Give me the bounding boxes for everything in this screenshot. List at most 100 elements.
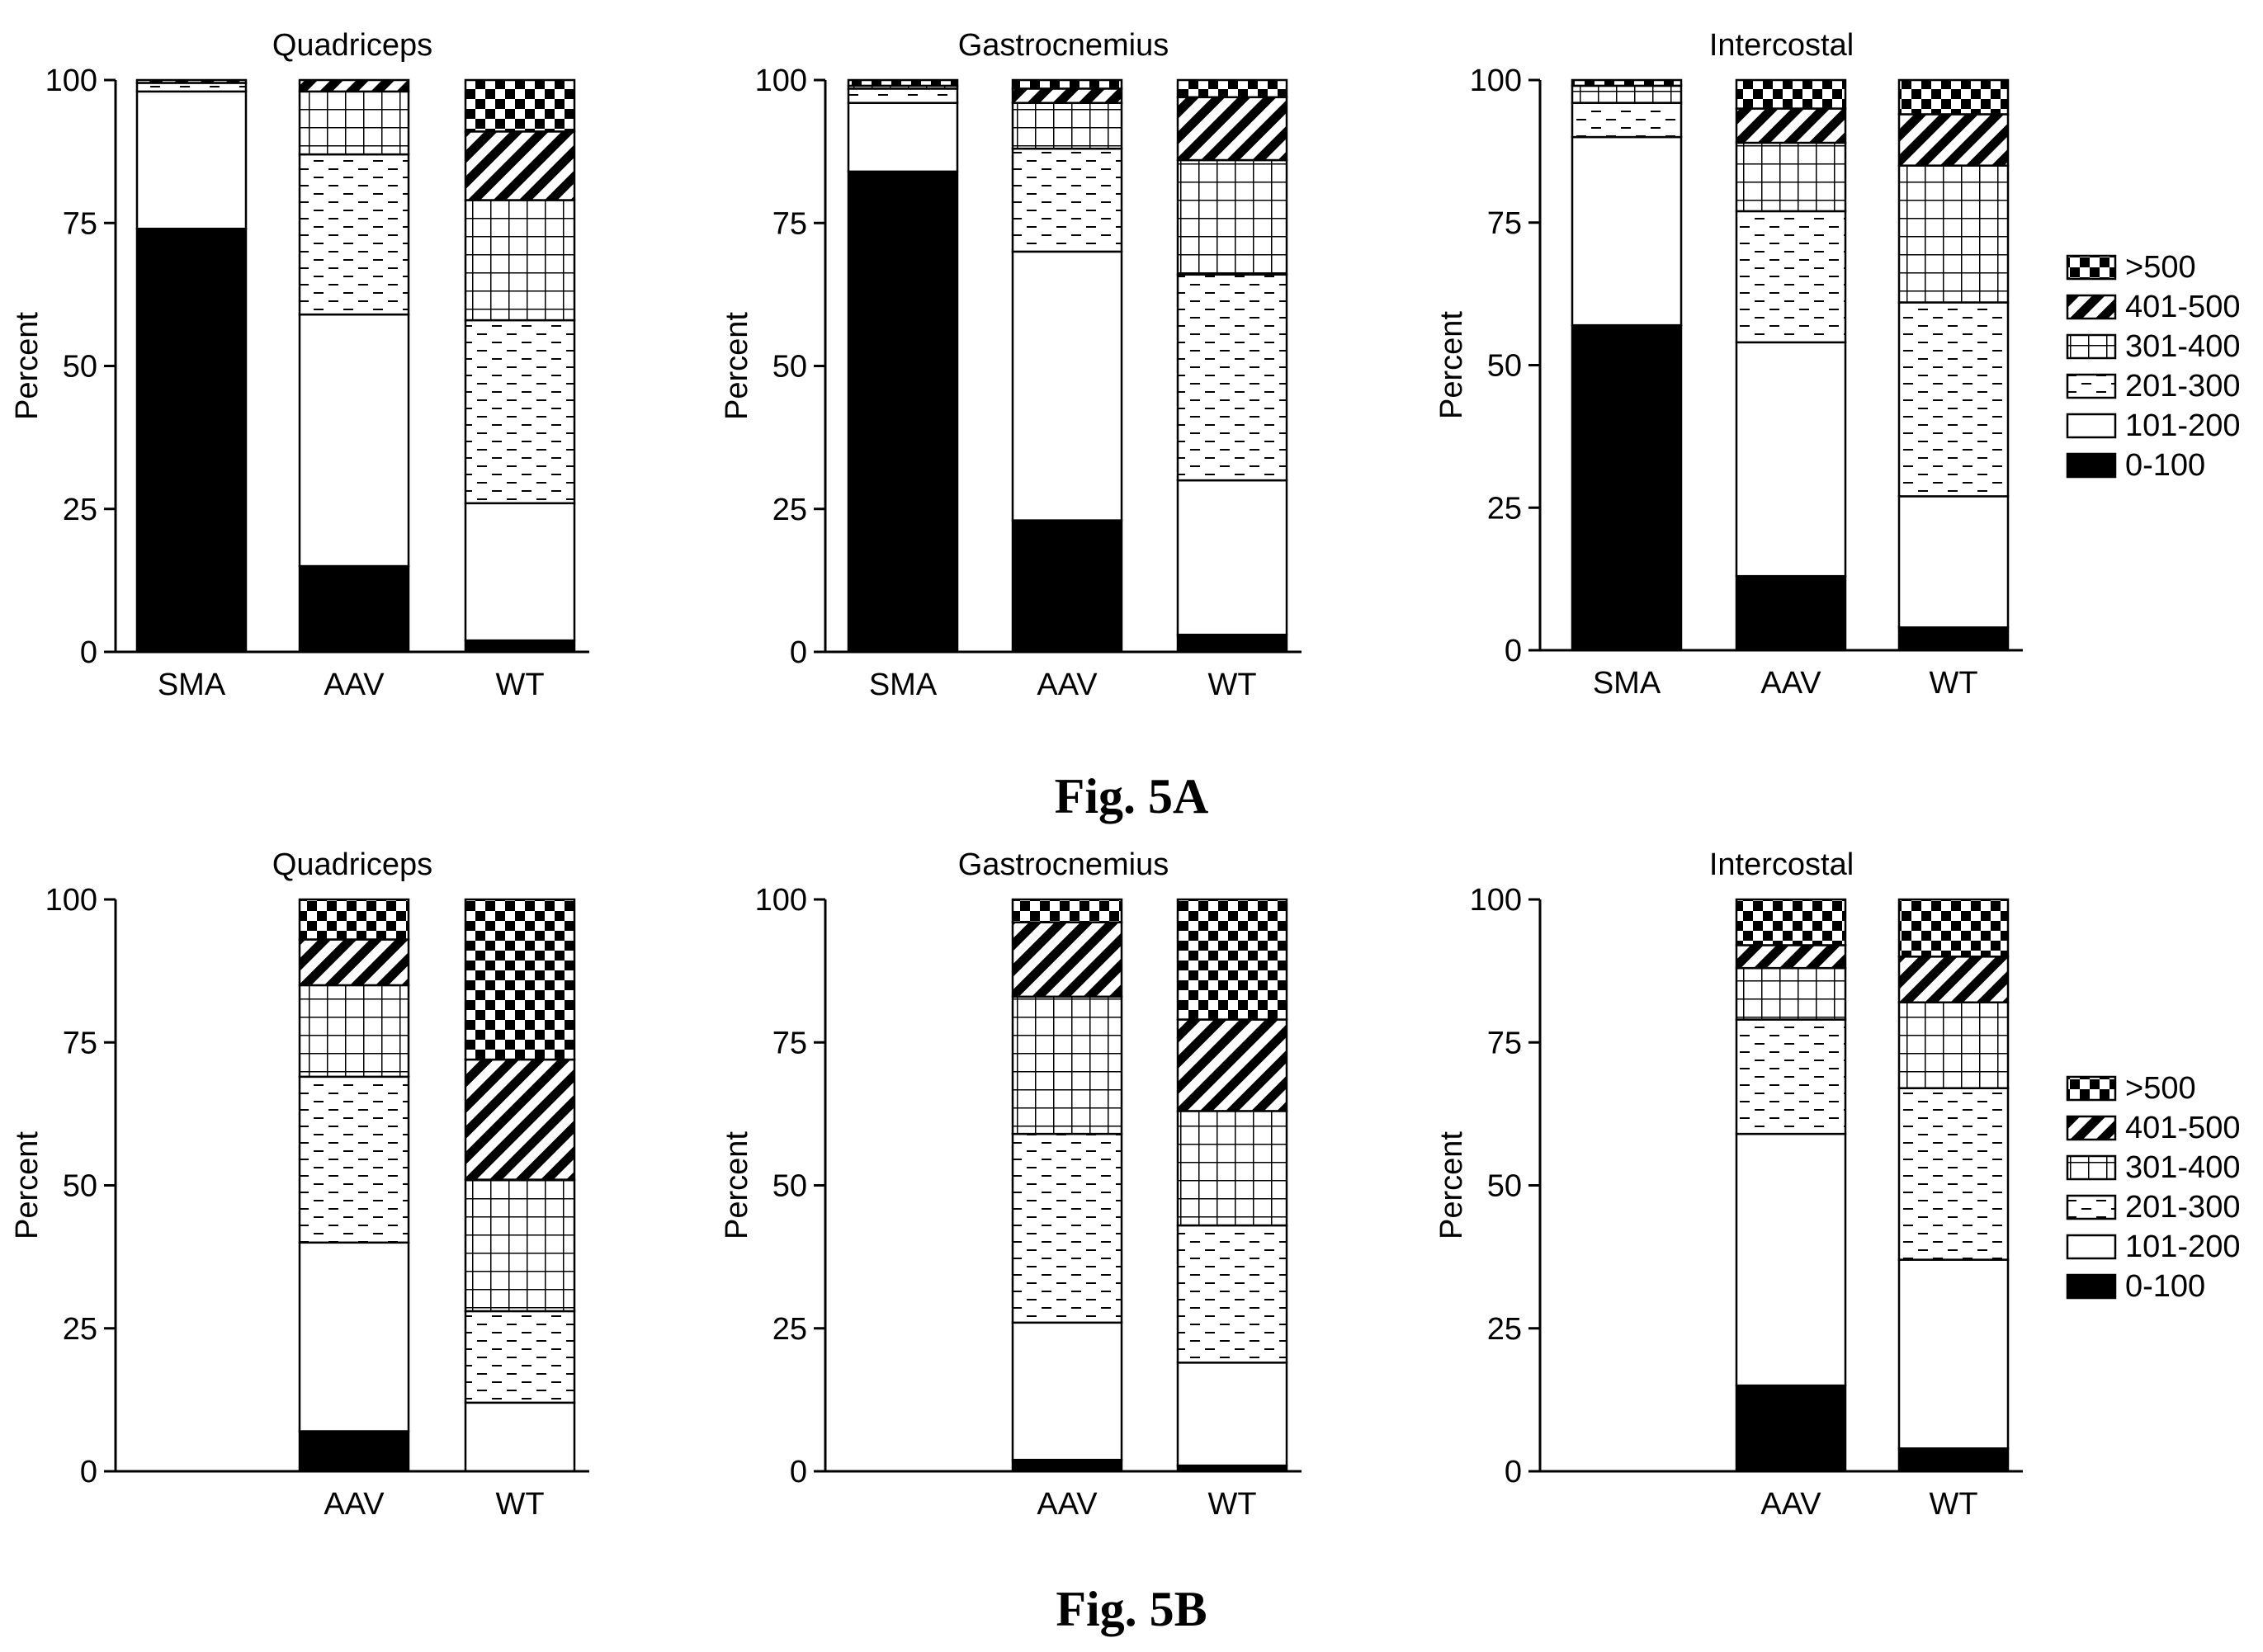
x-tick-label: AAV bbox=[324, 1487, 385, 1522]
y-tick-label: 25 bbox=[63, 1312, 97, 1347]
y-tick-label: 100 bbox=[755, 883, 807, 918]
y-tick-label: 50 bbox=[772, 350, 807, 385]
bar-segment bbox=[1011, 147, 1123, 253]
bar-segment bbox=[1897, 1087, 2010, 1261]
bar-segment bbox=[1176, 633, 1288, 654]
bar-segment bbox=[1735, 1132, 1847, 1387]
chart-panel: Gastrocnemius Percent SMA AAV WT 0 25 50 75 100 bbox=[720, 28, 1302, 702]
bar-segment bbox=[464, 319, 576, 505]
bar-segment bbox=[298, 1430, 410, 1473]
bar-segment bbox=[1176, 1224, 1288, 1364]
panel-title: Intercostal bbox=[1709, 28, 1854, 63]
bar-segment bbox=[1176, 1362, 1288, 1467]
bar-segment bbox=[464, 1310, 576, 1404]
y-tick-label: 100 bbox=[1470, 64, 1522, 98]
bar-segment bbox=[1897, 1258, 2010, 1450]
bar-segment bbox=[1735, 898, 1847, 946]
panel-title: Quadriceps bbox=[272, 847, 432, 882]
legend-swatch bbox=[2066, 452, 2117, 479]
bar-segment bbox=[1011, 101, 1123, 150]
y-tick-label: 25 bbox=[63, 493, 97, 527]
y-tick-label: 75 bbox=[63, 206, 97, 241]
y-tick-label: 100 bbox=[755, 64, 807, 98]
legend-swatch bbox=[2066, 294, 2117, 320]
x-tick-label: AAV bbox=[1037, 668, 1098, 702]
x-tick-label: WT bbox=[1929, 1487, 1977, 1522]
bar-segment bbox=[1735, 966, 1847, 1021]
x-tick-label: WT bbox=[495, 668, 544, 702]
bar-segment bbox=[1011, 1132, 1123, 1324]
y-tick-label: 100 bbox=[45, 64, 97, 98]
bar-segment bbox=[1571, 78, 1683, 87]
legend-label: 0-100 bbox=[2125, 448, 2205, 483]
bar-segment bbox=[1897, 626, 2010, 652]
legend-label: 401-500 bbox=[2125, 290, 2240, 324]
legend-label: 201-300 bbox=[2125, 1190, 2240, 1225]
y-tick-label: 50 bbox=[772, 1169, 807, 1204]
bar-segment bbox=[1176, 898, 1288, 1021]
y-tick-label: 75 bbox=[772, 206, 807, 241]
y-axis-label: Percent bbox=[720, 312, 754, 420]
y-tick-label: 0 bbox=[1505, 1455, 1522, 1489]
legend-label: 201-300 bbox=[2125, 369, 2240, 404]
bar-segment bbox=[464, 1178, 576, 1313]
bar-segment bbox=[1735, 107, 1847, 144]
bar-segment bbox=[1176, 1110, 1288, 1227]
bar-segment bbox=[1571, 101, 1683, 139]
y-axis-label: Percent bbox=[10, 1131, 45, 1239]
y-tick-label: 25 bbox=[772, 1312, 807, 1347]
bar-segment bbox=[298, 984, 410, 1079]
y-tick-label: 0 bbox=[80, 1455, 97, 1489]
bar-segment bbox=[847, 78, 959, 87]
y-tick-label: 50 bbox=[1487, 349, 1522, 384]
panel-title: Gastrocnemius bbox=[958, 847, 1169, 882]
bar-segment bbox=[135, 227, 248, 654]
bar-segment bbox=[1011, 995, 1123, 1135]
bar-segment bbox=[298, 564, 410, 654]
x-tick-label: SMA bbox=[158, 668, 226, 702]
legend-label: 301-400 bbox=[2125, 329, 2240, 364]
bar-segment bbox=[298, 153, 410, 316]
bar-segment bbox=[1735, 141, 1847, 213]
legend-swatch bbox=[2066, 413, 2117, 439]
bar-segment bbox=[1897, 495, 2010, 629]
bar-segment bbox=[298, 78, 410, 93]
y-tick-label: 75 bbox=[1487, 1026, 1522, 1060]
bar-segment bbox=[1176, 78, 1288, 99]
legend-label: 101-200 bbox=[2125, 1230, 2240, 1264]
chart-panel: Quadriceps Percent SMA AAV WT 0 25 50 75 100 bbox=[10, 28, 589, 702]
legend-swatch bbox=[2066, 1194, 2117, 1220]
bar-segment bbox=[1735, 574, 1847, 652]
legend-label: >500 bbox=[2125, 1071, 2196, 1106]
y-axis-label: Percent bbox=[10, 312, 45, 420]
legend-swatch bbox=[2066, 1115, 2117, 1141]
bar-segment bbox=[1897, 164, 2010, 304]
bar-segment bbox=[1735, 944, 1847, 970]
bar-segment bbox=[1897, 1001, 2010, 1089]
bar-segment bbox=[135, 82, 248, 93]
legend-label: 101-200 bbox=[2125, 408, 2240, 443]
legend-label: 401-500 bbox=[2125, 1111, 2240, 1145]
y-tick-label: 50 bbox=[63, 1169, 97, 1204]
y-tick-label: 25 bbox=[1487, 491, 1522, 526]
chart-panel: Quadriceps Percent AAV WT 0 25 50 75 100 bbox=[10, 847, 589, 1522]
x-tick-label: SMA bbox=[869, 668, 938, 702]
x-tick-label: AAV bbox=[1760, 666, 1821, 701]
y-tick-label: 100 bbox=[45, 883, 97, 918]
bar-segment bbox=[135, 90, 248, 230]
bar-segment bbox=[1011, 1458, 1123, 1473]
bar-segment bbox=[1897, 301, 2010, 498]
legend: >500 401-500 301-400 201-300 101-200 0-100 bbox=[2066, 250, 2240, 483]
bar-segment bbox=[298, 938, 410, 987]
y-tick-label: 100 bbox=[1470, 883, 1522, 918]
y-axis-label: Percent bbox=[1434, 1131, 1469, 1239]
bar-segment bbox=[464, 1058, 576, 1181]
panel-title: Gastrocnemius bbox=[958, 28, 1169, 63]
bar-segment bbox=[1011, 898, 1123, 923]
legend-label: >500 bbox=[2125, 250, 2196, 285]
bar-segment bbox=[1897, 1447, 2010, 1473]
legend-swatch bbox=[2066, 1154, 2117, 1181]
y-tick-label: 0 bbox=[80, 635, 97, 670]
legend-label: 301-400 bbox=[2125, 1150, 2240, 1185]
